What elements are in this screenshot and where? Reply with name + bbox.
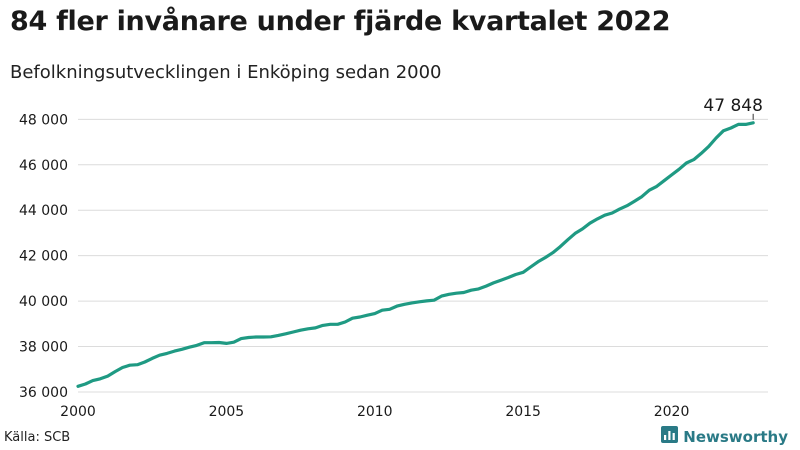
gridlines: [78, 118, 768, 393]
brand-logo[interactable]: Newsworthy: [661, 426, 788, 447]
source-note: Källa: SCB: [4, 430, 71, 445]
x-tick-label: 2020: [654, 404, 690, 420]
chart-logo-icon: [661, 426, 679, 447]
population-line: [76, 121, 755, 388]
chart-title: 84 fler invånare under fjärde kvartalet …: [10, 6, 671, 37]
x-tick-label: 2000: [60, 404, 96, 420]
line-chart: 36 000 38 000 40 000 42 000 44 000 46 000 48 0…: [19, 96, 768, 420]
y-tick-label: 48 000: [19, 112, 68, 128]
x-tick-label: 2010: [357, 404, 393, 420]
y-tick-label: 38 000: [19, 340, 68, 356]
end-value-label: 47 848: [703, 96, 762, 116]
y-tick-label: 36 000: [19, 385, 68, 401]
y-tick-label: 46 000: [19, 158, 68, 174]
x-tick-label: 2015: [505, 404, 541, 420]
y-axis-ticks: 36 000 38 000 40 000 42 000 44 000 46 000 48 0…: [19, 112, 68, 401]
x-axis-ticks: 2000 2005 2010 2015 2020: [60, 404, 689, 420]
y-tick-label: 44 000: [19, 203, 68, 219]
x-tick-label: 2005: [209, 404, 245, 420]
chart-subtitle: Befolkningsutvecklingen i Enköping sedan…: [10, 62, 442, 83]
y-tick-label: 42 000: [19, 249, 68, 265]
y-tick-label: 40 000: [19, 294, 68, 310]
brand-name: Newsworthy: [683, 427, 788, 446]
